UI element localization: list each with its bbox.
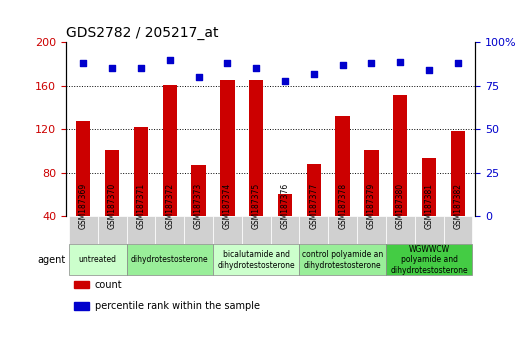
Text: GSM187373: GSM187373: [194, 183, 203, 229]
Text: dihydrotestosterone: dihydrotestosterone: [131, 256, 209, 264]
FancyBboxPatch shape: [127, 216, 155, 245]
Bar: [307, 164, 321, 259]
Bar: [163, 85, 177, 259]
Text: GSM187372: GSM187372: [165, 183, 174, 229]
Bar: [451, 131, 465, 259]
Text: bicalutamide and
dihydrotestosterone: bicalutamide and dihydrotestosterone: [218, 250, 295, 270]
FancyBboxPatch shape: [184, 216, 213, 245]
Point: [338, 62, 347, 68]
Point: [137, 66, 145, 72]
FancyBboxPatch shape: [98, 216, 127, 245]
Text: GSM187380: GSM187380: [396, 183, 405, 229]
FancyBboxPatch shape: [271, 216, 299, 245]
FancyBboxPatch shape: [69, 216, 98, 245]
Bar: [76, 121, 90, 259]
Point: [223, 61, 232, 66]
Point: [252, 66, 260, 72]
Bar: [220, 80, 234, 259]
FancyBboxPatch shape: [213, 216, 242, 245]
Bar: [278, 194, 292, 259]
FancyBboxPatch shape: [127, 245, 213, 275]
Text: GSM187374: GSM187374: [223, 183, 232, 229]
FancyBboxPatch shape: [386, 216, 414, 245]
Text: WGWWCW
polyamide and
dihydrotestosterone: WGWWCW polyamide and dihydrotestosterone: [390, 245, 468, 275]
Bar: [74, 281, 89, 289]
Text: count: count: [95, 280, 122, 290]
Point: [281, 78, 289, 84]
Text: GSM187377: GSM187377: [309, 183, 318, 229]
Point: [194, 74, 203, 80]
Text: GSM187382: GSM187382: [454, 183, 463, 229]
FancyBboxPatch shape: [69, 245, 127, 275]
Bar: [74, 302, 89, 310]
Point: [108, 66, 116, 72]
Point: [79, 61, 88, 66]
FancyBboxPatch shape: [414, 216, 444, 245]
Text: GSM187370: GSM187370: [108, 183, 117, 229]
Text: GSM187379: GSM187379: [367, 183, 376, 229]
Point: [367, 61, 376, 66]
Text: GSM187381: GSM187381: [425, 183, 433, 229]
Text: GDS2782 / 205217_at: GDS2782 / 205217_at: [66, 26, 219, 40]
Text: untreated: untreated: [79, 256, 117, 264]
FancyBboxPatch shape: [386, 245, 473, 275]
Bar: [191, 165, 206, 259]
Text: GSM187369: GSM187369: [79, 183, 88, 229]
Bar: [249, 80, 263, 259]
FancyBboxPatch shape: [242, 216, 271, 245]
FancyBboxPatch shape: [299, 245, 386, 275]
FancyBboxPatch shape: [213, 245, 299, 275]
Point: [309, 71, 318, 76]
Text: GSM187376: GSM187376: [280, 183, 289, 229]
FancyBboxPatch shape: [357, 216, 386, 245]
Point: [454, 61, 462, 66]
FancyBboxPatch shape: [328, 216, 357, 245]
Text: percentile rank within the sample: percentile rank within the sample: [95, 301, 260, 311]
Bar: [393, 95, 408, 259]
Bar: [364, 150, 379, 259]
Point: [165, 57, 174, 63]
Text: GSM187378: GSM187378: [338, 183, 347, 229]
Text: GSM187371: GSM187371: [136, 183, 145, 229]
Text: control polyamide an
dihydrotestosterone: control polyamide an dihydrotestosterone: [302, 250, 383, 270]
Bar: [105, 150, 119, 259]
Bar: [335, 116, 350, 259]
Text: GSM187375: GSM187375: [252, 183, 261, 229]
FancyBboxPatch shape: [444, 216, 473, 245]
FancyBboxPatch shape: [155, 216, 184, 245]
Text: agent: agent: [37, 255, 66, 265]
FancyBboxPatch shape: [299, 216, 328, 245]
Bar: [422, 159, 436, 259]
Point: [396, 59, 404, 64]
Bar: [134, 127, 148, 259]
Point: [425, 67, 433, 73]
